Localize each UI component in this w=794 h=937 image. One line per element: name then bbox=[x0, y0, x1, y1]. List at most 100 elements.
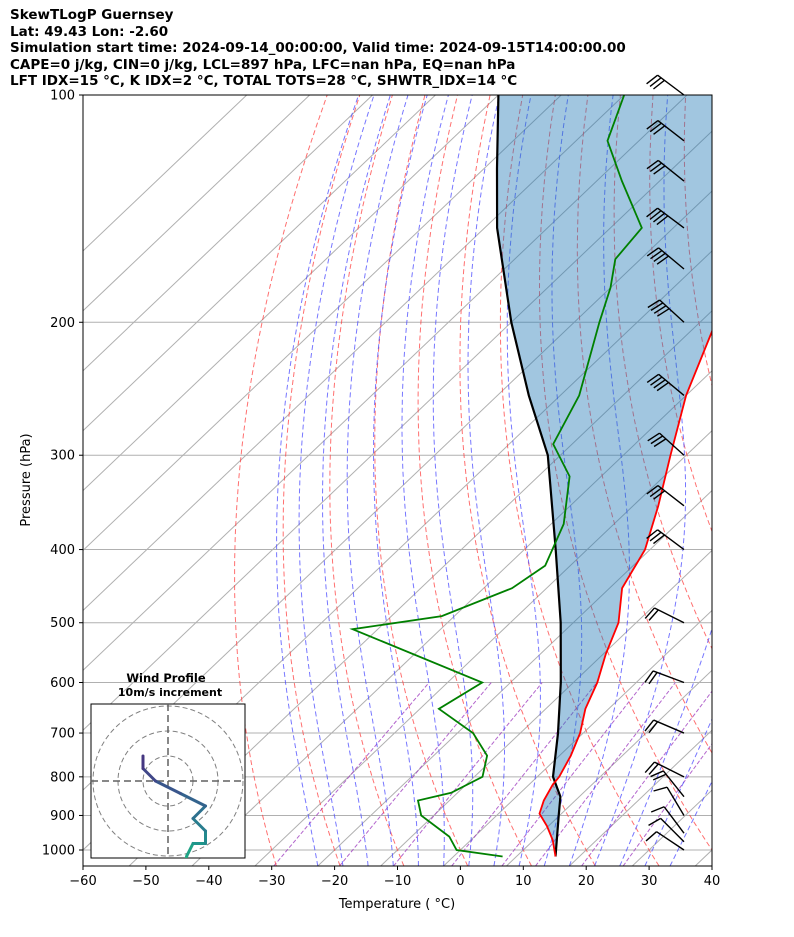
dry-adiabat bbox=[499, 95, 660, 866]
wind-barb bbox=[646, 529, 685, 551]
wind-barb bbox=[646, 74, 685, 96]
title-line-2: Lat: 49.43 Lon: -2.60 bbox=[10, 23, 169, 40]
dry-adiabat bbox=[459, 95, 596, 866]
wind-barb bbox=[648, 817, 685, 843]
x-tick-label: 40 bbox=[704, 874, 721, 889]
profile-lines bbox=[349, 95, 712, 858]
x-tick-label: −40 bbox=[195, 874, 222, 889]
y-tick-label: 800 bbox=[50, 770, 75, 785]
wind-barb bbox=[645, 831, 685, 851]
hodograph-subtitle: 10m/s increment bbox=[118, 686, 222, 699]
title-line-4: CAPE=0 j/kg, CIN=0 j/kg, LCL=897 hPa, LF… bbox=[10, 56, 516, 73]
y-tick-label: 400 bbox=[50, 543, 75, 558]
y-tick-label: 100 bbox=[50, 89, 75, 104]
mixing-ratio-line bbox=[273, 682, 430, 866]
x-tick-label: −30 bbox=[258, 874, 285, 889]
title-line-5: LFT IDX=15 °C, K IDX=2 °C, TOTAL TOTS=28… bbox=[10, 73, 518, 90]
wind-barb bbox=[644, 607, 685, 624]
hodograph-segment bbox=[218, 925, 243, 931]
wind-barb bbox=[653, 786, 685, 816]
wind-barb bbox=[646, 373, 685, 396]
y-tick-label: 300 bbox=[50, 449, 75, 464]
moist-adiabat bbox=[644, 717, 712, 866]
hodograph-segment bbox=[184, 854, 189, 858]
moist-adiabat bbox=[322, 95, 391, 866]
hodograph-segment bbox=[231, 919, 244, 925]
isotherm bbox=[83, 130, 712, 731]
moist-adiabat bbox=[669, 780, 712, 866]
mixing-ratio-line bbox=[622, 742, 712, 866]
x-tick-label: 0 bbox=[456, 874, 464, 889]
x-tick-label: −50 bbox=[132, 874, 159, 889]
moist-adiabat bbox=[543, 95, 583, 866]
moist-adiabat bbox=[373, 95, 428, 866]
isotherm bbox=[83, 95, 310, 312]
x-tick-label: −10 bbox=[384, 874, 411, 889]
wind-barb bbox=[646, 484, 685, 507]
isotherm bbox=[83, 95, 562, 552]
hodograph-segment bbox=[141, 767, 157, 783]
wind-barb bbox=[650, 770, 685, 798]
y-tick-label: 1000 bbox=[42, 844, 75, 859]
y-tick-label: 900 bbox=[50, 809, 75, 824]
x-tick-label: 30 bbox=[641, 874, 658, 889]
wind-barb bbox=[647, 299, 685, 323]
mixing-ratio-line bbox=[501, 682, 645, 866]
y-axis: 100 200 300 400 500 600 700 800 900 1000 bbox=[42, 89, 83, 859]
dry-adiabat bbox=[613, 95, 712, 650]
isotherm bbox=[191, 370, 712, 866]
moist-adiabat bbox=[298, 95, 375, 866]
hodograph-inset: Wind Profile 10m/s increment bbox=[90, 671, 246, 931]
x-tick-label: −60 bbox=[69, 874, 96, 889]
y-tick-label: 500 bbox=[50, 616, 75, 631]
dry-adiabat bbox=[538, 95, 712, 851]
mixing-ratio-line bbox=[339, 682, 492, 866]
wind-barb bbox=[644, 719, 685, 734]
moist-adiabat bbox=[594, 95, 687, 866]
dry-adiabat bbox=[783, 95, 794, 866]
hodograph-title: Wind Profile bbox=[126, 671, 206, 685]
isotherm bbox=[128, 310, 712, 866]
isotherm bbox=[83, 95, 688, 671]
y-tick-label: 700 bbox=[50, 727, 75, 742]
parcel-area-shading bbox=[497, 95, 712, 857]
isotherm bbox=[569, 729, 712, 866]
dry-adiabat bbox=[718, 95, 794, 866]
hodograph-segment bbox=[185, 842, 195, 858]
isotherm bbox=[317, 489, 712, 866]
x-tick-label: 10 bbox=[515, 874, 532, 889]
wind-barbs bbox=[644, 74, 685, 851]
wind-barb bbox=[646, 120, 685, 142]
isotherm bbox=[758, 95, 794, 866]
moist-adiabat bbox=[619, 627, 712, 866]
y-tick-label: 200 bbox=[50, 316, 75, 331]
temperature-line bbox=[538, 329, 712, 857]
isotherm bbox=[380, 549, 712, 866]
wind-barb bbox=[646, 247, 685, 270]
isotherm bbox=[83, 95, 373, 372]
wind-barb bbox=[644, 670, 685, 685]
x-tick-label: −20 bbox=[321, 874, 348, 889]
isotherm bbox=[83, 95, 248, 252]
chart-header: SkewTLogP Guernsey Lat: 49.43 Lon: -2.60… bbox=[10, 7, 626, 90]
dry-adiabats bbox=[234, 95, 794, 866]
wind-barb bbox=[644, 761, 685, 778]
dry-adiabat bbox=[751, 95, 794, 866]
moist-adiabat bbox=[568, 95, 630, 866]
dry-adiabat bbox=[576, 95, 712, 754]
wind-barb bbox=[646, 159, 685, 182]
dry-adiabat bbox=[417, 95, 532, 866]
hodograph-segment bbox=[191, 804, 207, 820]
x-tick-label: 20 bbox=[578, 874, 595, 889]
x-axis: −60 −50 −40 −30 −20 −10 0 10 20 30 40 bbox=[69, 866, 720, 889]
hodograph-segment bbox=[179, 792, 207, 808]
dry-adiabat bbox=[234, 95, 328, 866]
hodograph-segment bbox=[191, 817, 207, 833]
dry-adiabat bbox=[649, 95, 712, 533]
moist-adiabat bbox=[276, 95, 360, 866]
y-tick-label: 600 bbox=[50, 676, 75, 691]
parcel-path-line bbox=[495, 95, 562, 857]
y-axis-label: Pressure (hPa) bbox=[19, 433, 34, 526]
isotherm bbox=[254, 429, 712, 866]
